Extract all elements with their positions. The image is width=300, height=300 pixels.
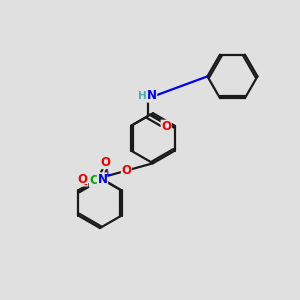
Text: N: N xyxy=(147,89,157,102)
Text: Cl: Cl xyxy=(90,174,102,187)
Text: +: + xyxy=(104,170,111,179)
Text: O: O xyxy=(100,156,110,169)
Text: H: H xyxy=(138,92,147,101)
Text: -: - xyxy=(83,181,87,190)
Text: O: O xyxy=(161,120,171,133)
Text: O: O xyxy=(78,173,88,186)
Text: O: O xyxy=(122,164,131,177)
Text: N: N xyxy=(98,173,107,186)
